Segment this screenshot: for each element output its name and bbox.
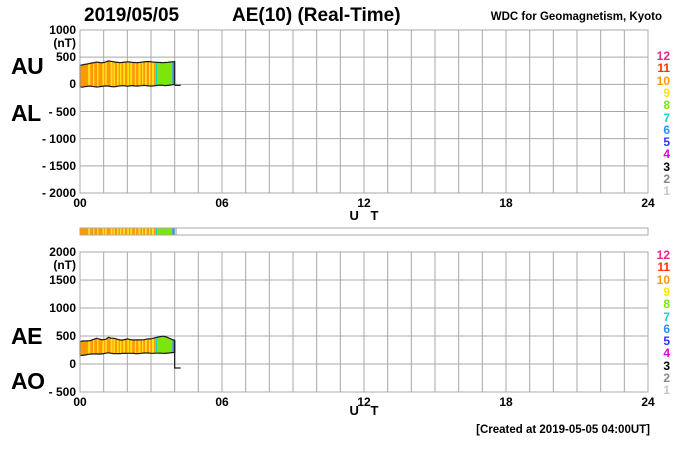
station-count-legend-item: 9 — [663, 85, 670, 100]
au-axis-label: AU — [11, 53, 44, 79]
panel-bottom — [79, 251, 649, 393]
station-count-legend-item: 2 — [663, 371, 670, 385]
x-tick-label: 06 — [215, 196, 229, 210]
trace-end-mark — [174, 340, 181, 369]
page-title: AE(10) (Real-Time) — [232, 5, 401, 26]
al-axis-label: AL — [11, 100, 41, 126]
x-tick-label: 18 — [499, 196, 513, 210]
y-tick-label: 500 — [55, 329, 76, 343]
station-count-legend-item: 8 — [663, 98, 670, 113]
x-tick-label: 12 — [357, 395, 371, 409]
station-count-band — [80, 60, 175, 88]
station-count-legend-item: 6 — [663, 122, 670, 137]
y-tick-label: - 1000 — [41, 131, 76, 146]
x-tick-label: 24 — [641, 196, 655, 210]
station-count-legend-item: 3 — [663, 159, 670, 174]
station-count-legend-item: 4 — [663, 147, 670, 162]
y-tick-label: 1500 — [49, 273, 76, 287]
x-tick-label: 00 — [73, 196, 87, 210]
station-count-legend-item: 7 — [663, 110, 670, 125]
ut-axis-label-bottom: U T — [349, 403, 383, 418]
ao-axis-label: AO — [11, 368, 45, 394]
station-count-legend-item: 10 — [656, 272, 670, 287]
station-count-strip — [79, 227, 649, 236]
station-count-legend-item: 1 — [663, 184, 670, 199]
station-count-legend-item: 11 — [657, 260, 670, 275]
y-axis-unit-label: (nT) — [53, 36, 76, 50]
ut-axis-label-top: U T — [349, 208, 383, 223]
y-tick-label: 1000 — [49, 23, 76, 37]
station-count-legend-item: 12 — [656, 49, 670, 63]
plot-date: 2019/05/05 — [84, 5, 180, 26]
station-count-legend-item: 12 — [656, 248, 670, 262]
station-count-legend-item: 8 — [663, 297, 670, 312]
y-tick-label: - 500 — [48, 385, 76, 399]
x-tick-label: 24 — [641, 395, 655, 409]
plot-border — [79, 251, 649, 393]
x-tick-label: 00 — [73, 395, 87, 409]
station-count-legend-item: 6 — [663, 321, 670, 336]
y-tick-label: 0 — [69, 357, 76, 371]
ae-axis-label: AE — [11, 323, 42, 349]
organization-label: WDC for Geomagnetism, Kyoto — [490, 11, 662, 23]
station-count-legend-item: 10 — [656, 73, 670, 88]
band-outline — [79, 60, 176, 88]
station-count-legend-item: 1 — [663, 383, 670, 398]
y-tick-label: - 2000 — [41, 186, 76, 200]
station-count-legend-item: 5 — [663, 135, 670, 150]
station-count-legend-item: 9 — [663, 284, 670, 299]
panel-top — [79, 29, 649, 194]
station-count-legend-item: 2 — [663, 172, 670, 186]
y-axis-unit-label: (nT) — [53, 258, 76, 272]
y-tick-label: 2000 — [49, 245, 76, 259]
y-tick-label: 0 — [69, 77, 76, 92]
station-count-legend-item: 4 — [663, 346, 670, 361]
created-timestamp: [Created at 2019-05-05 04:00UT] — [476, 424, 650, 436]
station-count-legend-item: 11 — [657, 61, 670, 76]
station-count-legend-item: 7 — [663, 309, 670, 324]
x-tick-label: 18 — [499, 395, 513, 409]
station-count-legend-item: 3 — [663, 358, 670, 373]
station-count-band — [80, 336, 175, 356]
y-tick-label: 1000 — [49, 301, 76, 315]
y-tick-label: 500 — [55, 50, 76, 65]
x-tick-label: 12 — [357, 196, 371, 210]
plot-border — [79, 29, 649, 194]
x-tick-label: 06 — [215, 395, 229, 409]
y-tick-label: - 1500 — [41, 158, 76, 173]
y-tick-label: - 500 — [48, 104, 76, 119]
station-count-legend-item: 5 — [663, 334, 670, 349]
